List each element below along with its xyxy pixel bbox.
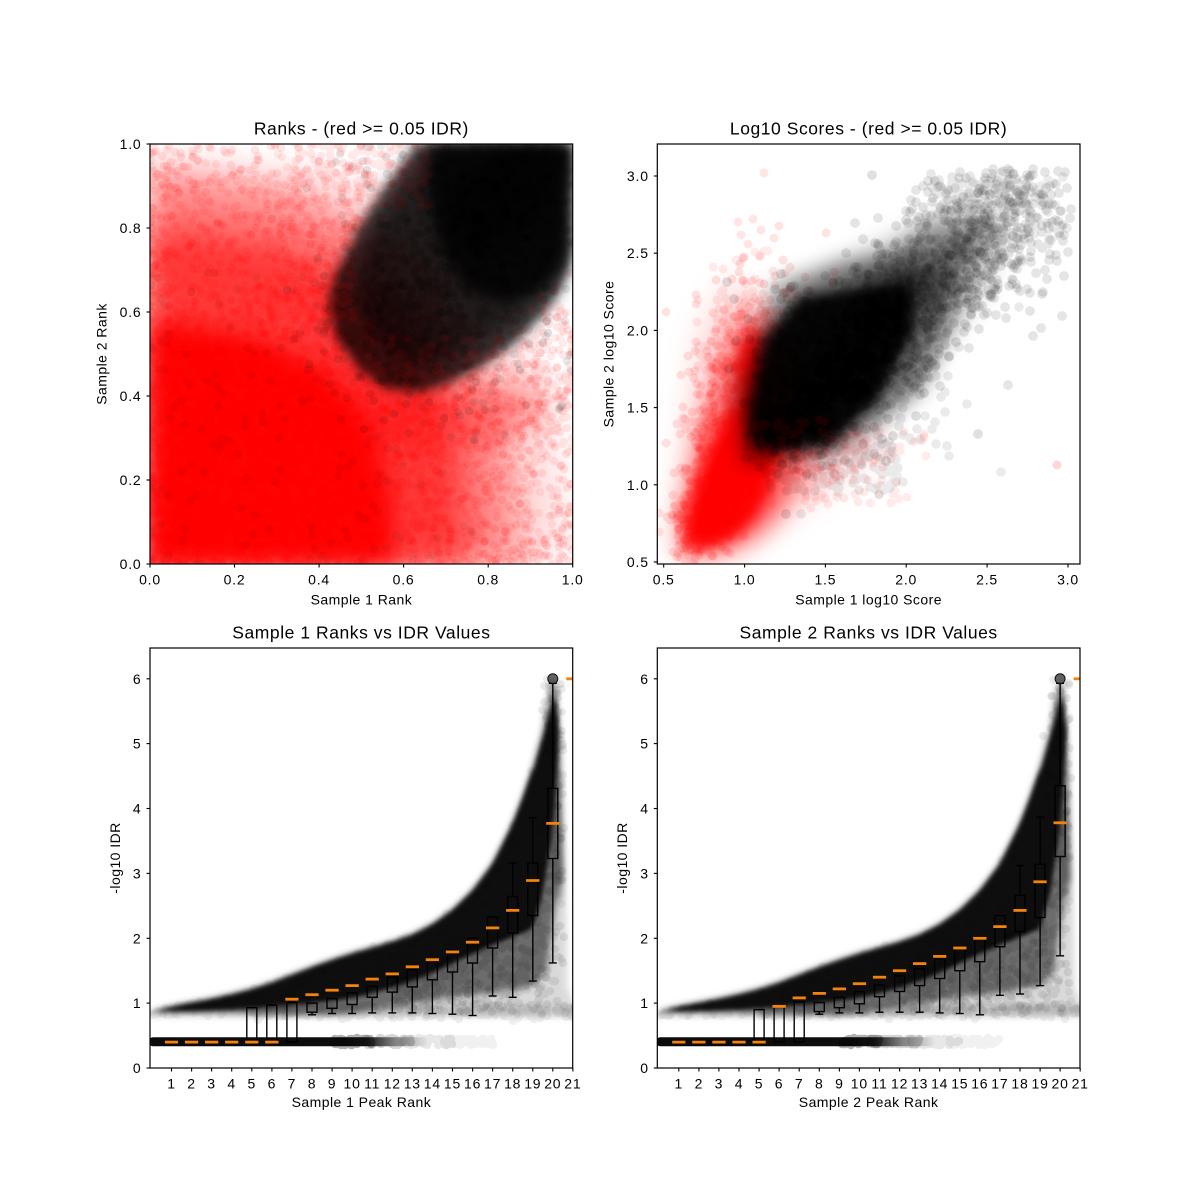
svg-text:1.0: 1.0 bbox=[562, 572, 584, 588]
svg-text:5: 5 bbox=[640, 736, 649, 752]
svg-text:4: 4 bbox=[227, 1076, 236, 1092]
svg-text:1.0: 1.0 bbox=[120, 136, 142, 152]
svg-text:1: 1 bbox=[640, 995, 649, 1011]
svg-text:0.4: 0.4 bbox=[120, 388, 142, 404]
svg-text:2: 2 bbox=[695, 1076, 704, 1092]
svg-text:Ranks - (red >= 0.05 IDR): Ranks - (red >= 0.05 IDR) bbox=[254, 119, 469, 139]
svg-text:6: 6 bbox=[640, 671, 649, 687]
svg-text:Sample 1 Rank: Sample 1 Rank bbox=[311, 592, 413, 608]
svg-text:Sample 2 Rank: Sample 2 Rank bbox=[94, 303, 110, 405]
svg-text:1.5: 1.5 bbox=[814, 572, 836, 588]
svg-text:1.5: 1.5 bbox=[627, 400, 649, 416]
svg-text:0.6: 0.6 bbox=[393, 572, 415, 588]
svg-text:0.6: 0.6 bbox=[120, 304, 142, 320]
svg-text:21: 21 bbox=[1072, 1076, 1089, 1092]
svg-text:5: 5 bbox=[133, 736, 142, 752]
svg-text:2.5: 2.5 bbox=[627, 245, 649, 261]
svg-text:0.5: 0.5 bbox=[653, 572, 675, 588]
svg-text:1: 1 bbox=[133, 995, 142, 1011]
svg-text:Sample 2 Ranks vs IDR Values: Sample 2 Ranks vs IDR Values bbox=[739, 623, 997, 643]
svg-text:1: 1 bbox=[675, 1076, 684, 1092]
svg-text:Sample 2 log10 Score: Sample 2 log10 Score bbox=[601, 281, 617, 428]
svg-text:2.0: 2.0 bbox=[895, 572, 917, 588]
svg-text:4: 4 bbox=[735, 1076, 744, 1092]
svg-text:18: 18 bbox=[1011, 1076, 1028, 1092]
svg-text:9: 9 bbox=[328, 1076, 337, 1092]
svg-text:18: 18 bbox=[504, 1076, 521, 1092]
svg-text:0.8: 0.8 bbox=[120, 220, 142, 236]
svg-text:-log10 IDR: -log10 IDR bbox=[614, 822, 630, 893]
svg-text:4: 4 bbox=[133, 801, 142, 817]
svg-text:11: 11 bbox=[364, 1076, 380, 1092]
svg-text:10: 10 bbox=[851, 1076, 868, 1092]
svg-text:13: 13 bbox=[404, 1076, 421, 1092]
svg-text:9: 9 bbox=[835, 1076, 844, 1092]
svg-text:1: 1 bbox=[167, 1076, 176, 1092]
svg-text:Sample 2 Peak Rank: Sample 2 Peak Rank bbox=[799, 1094, 939, 1110]
svg-text:8: 8 bbox=[308, 1076, 317, 1092]
svg-text:3: 3 bbox=[715, 1076, 724, 1092]
svg-text:17: 17 bbox=[991, 1076, 1008, 1092]
svg-text:21: 21 bbox=[564, 1076, 581, 1092]
svg-text:2.5: 2.5 bbox=[976, 572, 998, 588]
svg-text:2: 2 bbox=[640, 930, 649, 946]
svg-text:6: 6 bbox=[268, 1076, 277, 1092]
svg-text:15: 15 bbox=[951, 1076, 968, 1092]
svg-text:3: 3 bbox=[207, 1076, 216, 1092]
svg-text:0: 0 bbox=[640, 1060, 649, 1076]
svg-text:20: 20 bbox=[544, 1076, 561, 1092]
svg-text:0.2: 0.2 bbox=[224, 572, 246, 588]
svg-text:16: 16 bbox=[464, 1076, 481, 1092]
svg-text:0: 0 bbox=[133, 1060, 142, 1076]
svg-text:19: 19 bbox=[1032, 1076, 1049, 1092]
svg-text:2: 2 bbox=[187, 1076, 196, 1092]
svg-text:17: 17 bbox=[484, 1076, 501, 1092]
svg-text:3.0: 3.0 bbox=[627, 168, 649, 184]
svg-text:1.0: 1.0 bbox=[734, 572, 756, 588]
svg-text:1.0: 1.0 bbox=[627, 477, 649, 493]
svg-text:7: 7 bbox=[288, 1076, 297, 1092]
svg-text:13: 13 bbox=[911, 1076, 928, 1092]
svg-text:12: 12 bbox=[891, 1076, 908, 1092]
svg-text:5: 5 bbox=[248, 1076, 257, 1092]
svg-text:0.0: 0.0 bbox=[120, 556, 142, 572]
svg-text:10: 10 bbox=[344, 1076, 361, 1092]
svg-text:3: 3 bbox=[640, 865, 649, 881]
svg-text:0.5: 0.5 bbox=[627, 554, 649, 570]
svg-text:7: 7 bbox=[795, 1076, 804, 1092]
svg-text:20: 20 bbox=[1052, 1076, 1069, 1092]
svg-text:16: 16 bbox=[971, 1076, 988, 1092]
svg-text:Log10 Scores - (red >= 0.05 ID: Log10 Scores - (red >= 0.05 IDR) bbox=[730, 119, 1007, 139]
svg-text:3.0: 3.0 bbox=[1057, 572, 1079, 588]
svg-text:Sample 1 Peak Rank: Sample 1 Peak Rank bbox=[292, 1094, 432, 1110]
svg-text:5: 5 bbox=[755, 1076, 764, 1092]
svg-text:Sample 1 log10 Score: Sample 1 log10 Score bbox=[795, 592, 942, 608]
svg-text:19: 19 bbox=[524, 1076, 541, 1092]
svg-text:4: 4 bbox=[640, 801, 649, 817]
svg-text:11: 11 bbox=[871, 1076, 887, 1092]
svg-text:0.4: 0.4 bbox=[308, 572, 330, 588]
svg-text:2: 2 bbox=[133, 930, 142, 946]
svg-text:0.2: 0.2 bbox=[120, 472, 142, 488]
svg-text:6: 6 bbox=[775, 1076, 784, 1092]
svg-text:3: 3 bbox=[133, 865, 142, 881]
svg-text:8: 8 bbox=[815, 1076, 824, 1092]
svg-text:2.0: 2.0 bbox=[627, 322, 649, 338]
svg-text:0.8: 0.8 bbox=[477, 572, 499, 588]
svg-text:0.0: 0.0 bbox=[139, 572, 161, 588]
svg-text:14: 14 bbox=[931, 1076, 948, 1092]
svg-text:14: 14 bbox=[424, 1076, 441, 1092]
svg-text:-log10 IDR: -log10 IDR bbox=[107, 822, 123, 893]
svg-text:6: 6 bbox=[133, 671, 142, 687]
svg-text:Sample 1 Ranks vs IDR Values: Sample 1 Ranks vs IDR Values bbox=[232, 623, 490, 643]
svg-text:15: 15 bbox=[444, 1076, 461, 1092]
svg-text:12: 12 bbox=[384, 1076, 401, 1092]
